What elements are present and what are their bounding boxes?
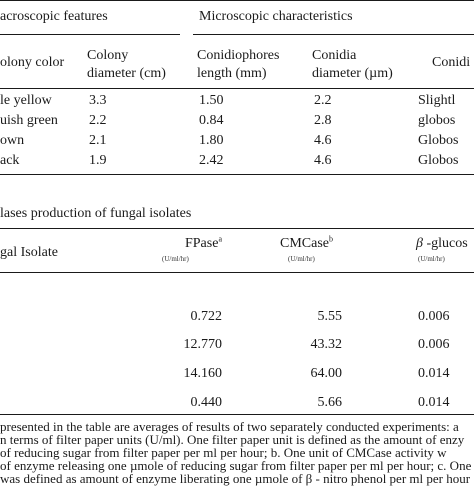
table2-header-cmcase-label: CMCase [280, 236, 329, 251]
table2-row1-gluco: 0.006 [418, 309, 450, 324]
table2-header-gluco-unit: (U/ml/hr) [418, 255, 445, 263]
table1-row2-conidia: 2.8 [314, 113, 332, 128]
table1-header-colony-diameter-1: Colony [87, 48, 129, 63]
table2-row4-gluco: 0.014 [418, 395, 450, 410]
table2-top-rule [0, 228, 474, 229]
table2-row1-fpase: 0.722 [190, 309, 223, 324]
table1-row2-color: uish green [0, 113, 58, 128]
table1-group-rule-left [0, 34, 180, 35]
table2-row2-fpase: 12.770 [183, 337, 223, 352]
table1-row3-color: own [0, 133, 25, 148]
table1-row1-conidia: 2.2 [314, 93, 332, 108]
table1-row3-shape: Globos [418, 133, 459, 148]
table2-row2-gluco: 0.006 [418, 337, 450, 352]
table1-header-colony-color: olony color [0, 55, 65, 70]
table1-row1-shape: Slightl [418, 93, 456, 108]
table1-header-colony-diameter-2: diameter (cm) [87, 66, 166, 81]
table1-group-header-microscopic: Microscopic characteristics [199, 9, 353, 24]
table1-row2-diameter: 2.2 [89, 113, 107, 128]
table2-header-isolate: gal Isolate [0, 245, 58, 260]
table1-header-rule [0, 88, 474, 89]
table1-header-conidia-2: diameter (µm) [312, 66, 393, 81]
table1-top-rule [0, 0, 474, 1]
table2-header-fpase-label: FPase [184, 236, 219, 251]
table2-header-gluco-label: -glucos [422, 236, 468, 251]
table1-row4-color: ack [0, 153, 20, 168]
table2-header-fpase-unit: (U/ml/hr) [162, 255, 189, 263]
table1-row4-conidia: 4.6 [314, 153, 332, 168]
table1-row3-length: 1.80 [199, 133, 224, 148]
table1-header-conidiophores-2: length (mm) [197, 66, 267, 81]
table2-header-fpase-sup: a [218, 234, 222, 244]
table2-header-gluco-beta: β [416, 236, 423, 251]
table2-header-cmcase-unit: (U/ml/hr) [288, 255, 315, 263]
table2-header-glucosidase: β -glucos [416, 236, 468, 252]
table1-bottom-rule [0, 174, 474, 175]
table1-row1-diameter: 3.3 [89, 93, 107, 108]
table1-row2-shape: globos [418, 113, 456, 128]
table1-row1-color: le yellow [0, 93, 52, 108]
table2-row2-cmcase: 43.32 [310, 337, 343, 352]
table1-row4-diameter: 1.9 [89, 153, 107, 168]
table1-row2-length: 0.84 [199, 113, 224, 128]
table2-row3-cmcase: 64.00 [310, 366, 343, 381]
table1-row4-length: 2.42 [199, 153, 224, 168]
footnote-line-3: of reducing sugar from filter paper per … [0, 445, 447, 460]
table1-header-conidia-1: Conidia [312, 48, 357, 63]
table1-group-rule-right [193, 34, 474, 35]
footnote-line-1: presented in the table are averages of r… [0, 419, 459, 434]
table1-row3-conidia: 4.6 [314, 133, 332, 148]
table2-caption: lases production of fungal isolates [0, 206, 192, 221]
table1-group-header-macroscopic: acroscopic features [0, 9, 108, 24]
table2-row3-gluco: 0.014 [418, 366, 450, 381]
table2-bottom-rule [0, 414, 474, 415]
table1-row4-shape: Globos [418, 153, 459, 168]
table2-header-cmcase-sup: b [329, 234, 333, 244]
table2-row4-cmcase: 5.66 [317, 395, 343, 410]
table2-header-fpase: FPasea [142, 234, 222, 252]
table2-row4-fpase: 0.440 [190, 395, 223, 410]
table2-row1-cmcase: 5.55 [317, 309, 343, 324]
table1-header-conidi: Conidi [432, 55, 471, 70]
table1-row1-length: 1.50 [199, 93, 224, 108]
table2-row3-fpase: 14.160 [183, 366, 223, 381]
table2-header-cmcase: CMCaseb [280, 234, 333, 252]
table1-row3-diameter: 2.1 [89, 133, 107, 148]
footnote-line-4: of enzyme releasing one µmole of reducin… [0, 458, 472, 473]
table2-header-rule [0, 272, 474, 273]
footnote-line-5: was defined as amount of enzyme liberati… [0, 471, 471, 486]
table1-header-conidiophores-1: Conidiophores [197, 48, 280, 63]
footnote-line-2: n terms of filter paper units (U/ml). On… [0, 432, 465, 447]
